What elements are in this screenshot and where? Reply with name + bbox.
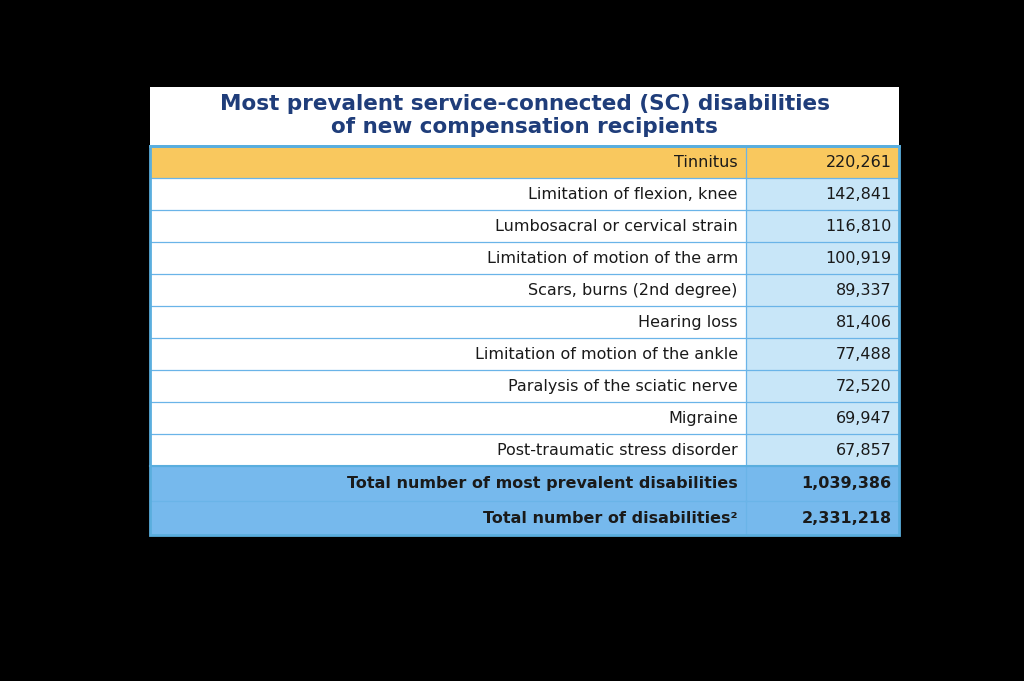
Bar xyxy=(745,274,899,306)
Text: 72,520: 72,520 xyxy=(836,379,892,394)
Text: 116,810: 116,810 xyxy=(825,219,892,234)
Bar xyxy=(745,146,899,178)
Bar xyxy=(745,210,899,242)
Text: Lumbosacral or cervical strain: Lumbosacral or cervical strain xyxy=(496,219,738,234)
Bar xyxy=(151,242,745,274)
Text: 142,841: 142,841 xyxy=(825,187,892,202)
Bar xyxy=(745,402,899,434)
Text: Most prevalent service-connected (SC) disabilities
of new compensation recipient: Most prevalent service-connected (SC) di… xyxy=(220,94,829,138)
Text: 67,857: 67,857 xyxy=(836,443,892,458)
Bar xyxy=(745,434,899,466)
Text: Limitation of motion of the ankle: Limitation of motion of the ankle xyxy=(475,347,738,362)
Bar xyxy=(151,434,745,466)
Text: Total number of disabilities²: Total number of disabilities² xyxy=(483,511,738,526)
Bar xyxy=(151,338,745,370)
Text: 89,337: 89,337 xyxy=(836,283,892,298)
Text: Limitation of motion of the arm: Limitation of motion of the arm xyxy=(486,251,738,266)
Text: Limitation of flexion, knee: Limitation of flexion, knee xyxy=(528,187,738,202)
Bar xyxy=(151,210,745,242)
Bar xyxy=(745,242,899,274)
Bar xyxy=(151,370,745,402)
Bar xyxy=(151,274,745,306)
Text: 69,947: 69,947 xyxy=(836,411,892,426)
Text: 81,406: 81,406 xyxy=(836,315,892,330)
Text: 220,261: 220,261 xyxy=(825,155,892,170)
Text: 1,039,386: 1,039,386 xyxy=(802,476,892,491)
Bar xyxy=(745,306,899,338)
Text: Total number of most prevalent disabilities: Total number of most prevalent disabilit… xyxy=(347,476,738,491)
Text: 77,488: 77,488 xyxy=(836,347,892,362)
Bar xyxy=(745,370,899,402)
Text: Migraine: Migraine xyxy=(668,411,738,426)
Bar xyxy=(151,501,899,535)
Bar xyxy=(151,178,745,210)
Text: Post-traumatic stress disorder: Post-traumatic stress disorder xyxy=(497,443,738,458)
Text: Scars, burns (2nd degree): Scars, burns (2nd degree) xyxy=(528,283,738,298)
Bar xyxy=(151,466,899,501)
Text: Paralysis of the sciatic nerve: Paralysis of the sciatic nerve xyxy=(508,379,738,394)
Bar xyxy=(151,146,745,178)
Bar xyxy=(745,338,899,370)
Bar xyxy=(151,306,745,338)
Text: 100,919: 100,919 xyxy=(825,251,892,266)
Bar xyxy=(151,402,745,434)
Text: Hearing loss: Hearing loss xyxy=(638,315,738,330)
Bar xyxy=(745,178,899,210)
Text: Tinnitus: Tinnitus xyxy=(674,155,738,170)
Text: 2,331,218: 2,331,218 xyxy=(802,511,892,526)
